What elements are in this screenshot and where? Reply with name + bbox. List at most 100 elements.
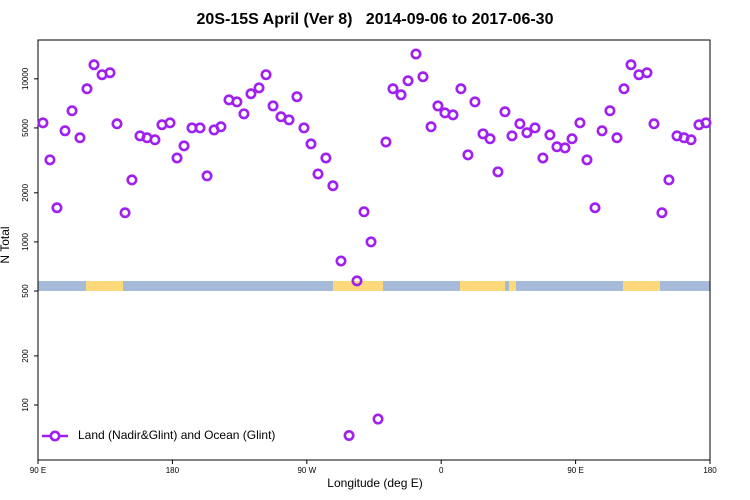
- data-point: [380, 136, 392, 148]
- data-point: [611, 132, 623, 144]
- y-tick-label: 200: [21, 349, 30, 363]
- data-point: [215, 121, 227, 133]
- data-point: [365, 236, 377, 248]
- data-point: [51, 202, 63, 214]
- data-point: [559, 142, 571, 154]
- data-point: [201, 170, 213, 182]
- data-point: [499, 106, 511, 118]
- x-tick-label: 90 E: [30, 466, 46, 475]
- data-point: [312, 168, 324, 180]
- chart-title: 20S-15S April (Ver 8) 2014-09-06 to 2017…: [197, 11, 554, 28]
- data-point: [119, 207, 131, 219]
- data-point: [544, 129, 556, 141]
- data-point: [589, 202, 601, 214]
- data-point: [305, 138, 317, 150]
- data-point: [604, 105, 616, 117]
- data-point: [484, 133, 496, 145]
- data-point: [231, 96, 243, 108]
- data-point: [447, 109, 459, 121]
- y-tick-label: 500: [21, 284, 30, 298]
- data-point: [164, 117, 176, 129]
- data-point: [81, 83, 93, 95]
- data-point: [417, 71, 429, 83]
- data-point: [253, 82, 265, 94]
- data-point: [283, 114, 295, 126]
- data-point: [425, 121, 437, 133]
- data-point: [625, 59, 637, 71]
- data-point: [462, 149, 474, 161]
- data-point: [111, 118, 123, 130]
- x-tick-label: 90 E: [567, 466, 583, 475]
- y-tick-label: 2000: [21, 183, 30, 201]
- data-point: [298, 122, 310, 134]
- data-point: [194, 122, 206, 134]
- land-band: [86, 281, 123, 291]
- y-tick-label: 100: [21, 398, 30, 412]
- x-tick-label: 180: [703, 466, 717, 475]
- data-point: [581, 154, 593, 166]
- data-point: [469, 96, 481, 108]
- data-point: [574, 117, 586, 129]
- y-tick-label: 5000: [21, 118, 30, 136]
- data-point: [685, 134, 697, 146]
- data-point: [410, 48, 422, 60]
- data-point: [171, 152, 183, 164]
- data-point: [596, 125, 608, 137]
- x-tick-label: 90 W: [297, 466, 316, 475]
- data-point: [291, 91, 303, 103]
- data-point: [149, 134, 161, 146]
- data-point: [521, 127, 533, 139]
- land-band: [509, 281, 516, 291]
- data-point: [387, 83, 399, 95]
- data-point: [320, 152, 332, 164]
- data-point: [529, 122, 541, 134]
- data-point: [66, 105, 78, 117]
- data-point: [88, 59, 100, 71]
- land-band: [460, 281, 505, 291]
- data-point: [238, 108, 250, 120]
- data-point: [700, 117, 712, 129]
- data-point: [402, 75, 414, 87]
- data-point: [126, 174, 138, 186]
- data-point: [358, 206, 370, 218]
- data-point: [566, 133, 578, 145]
- data-point: [656, 207, 668, 219]
- data-point: [432, 100, 444, 112]
- data-point: [492, 166, 504, 178]
- y-tick-label: 1000: [21, 232, 30, 250]
- data-point: [514, 118, 526, 130]
- data-point: [477, 128, 489, 140]
- data-point: [260, 69, 272, 81]
- data-point: [327, 180, 339, 192]
- data-point: [59, 125, 71, 137]
- x-tick-label: 0: [439, 466, 444, 475]
- data-point: [351, 275, 363, 287]
- data-point: [618, 83, 630, 95]
- legend-marker: [49, 430, 61, 442]
- x-tick-label: 180: [166, 466, 180, 475]
- data-point: [372, 413, 384, 425]
- data-point: [455, 83, 467, 95]
- data-point: [506, 130, 518, 142]
- data-point: [44, 154, 56, 166]
- data-point: [335, 255, 347, 267]
- data-point: [641, 67, 653, 79]
- y-tick-label: 10000: [21, 67, 30, 90]
- data-point: [648, 118, 660, 130]
- data-point: [267, 100, 279, 112]
- data-point: [343, 430, 355, 442]
- y-axis-label: N Total: [0, 226, 12, 263]
- data-point: [74, 132, 86, 144]
- plot-frame: [37, 39, 711, 461]
- data-point: [104, 67, 116, 79]
- x-axis-label: Longitude (deg E): [327, 476, 422, 490]
- data-point: [178, 140, 190, 152]
- legend-label: Land (Nadir&Glint) and Ocean (Glint): [78, 428, 275, 442]
- land-band: [623, 281, 660, 291]
- land-ocean-strip: [38, 281, 710, 291]
- data-point: [537, 152, 549, 164]
- data-point: [245, 88, 257, 100]
- data-point: [663, 174, 675, 186]
- data-point: [37, 117, 49, 129]
